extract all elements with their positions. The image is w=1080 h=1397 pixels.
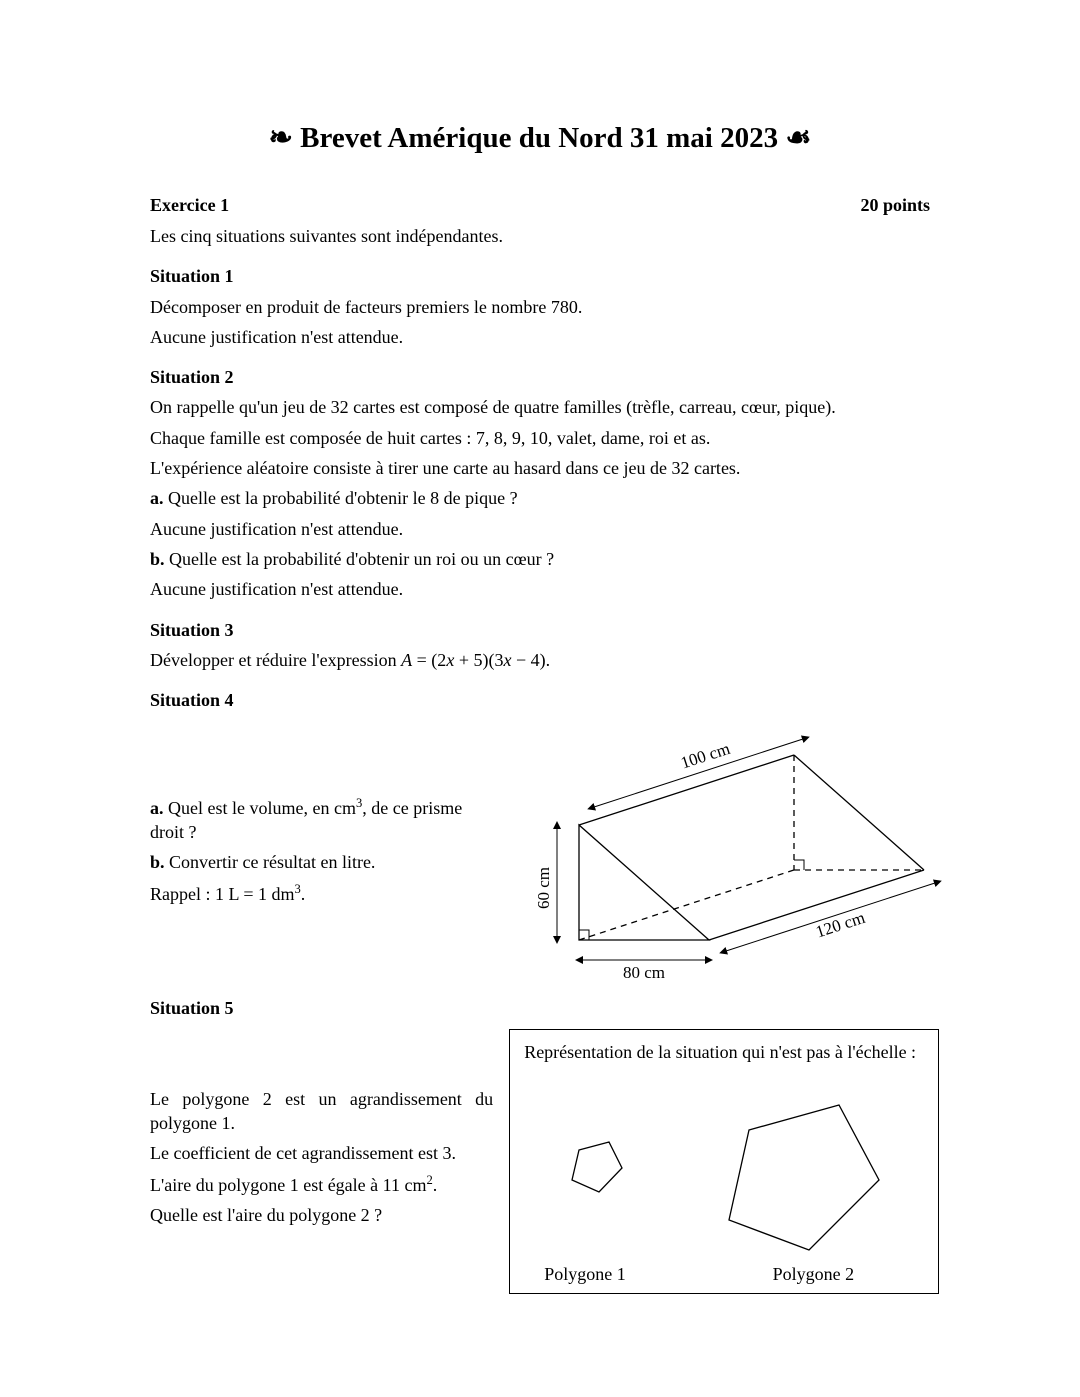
situation-4-left: a. Quel est le volume, en cm3, de ce pri… [150,789,493,912]
situation-4-b: b. Convertir ce résultat en litre. [150,850,493,874]
situation-3-expr: A [401,650,412,670]
situation-4-b-text: Convertir ce résultat en litre. [169,852,375,872]
prism-label-60: 60 cm [534,867,553,909]
page-title: ❧ Brevet Amérique du Nord 31 mai 2023 ☙ [150,120,930,155]
polygon-1-label: Polygone 1 [524,1264,626,1285]
exercise-header: Exercice 1 20 points [150,195,930,216]
situation-5-row: Le polygone 2 est un agrandissement du p… [150,1029,930,1294]
situation-5-p3: L'aire du polygone 1 est égale à 11 cm2. [150,1172,493,1197]
situation-1-label: Situation 1 [150,264,930,288]
situation-5-p3-before: L'aire du polygone 1 est égale à 11 cm [150,1175,426,1195]
situation-2-label: Situation 2 [150,365,930,389]
situation-3-text-before: Développer et réduire l'expression [150,650,401,670]
situation-2-b-bold: b. [150,549,165,569]
points-label: 20 points [860,195,930,216]
situation-5-left: Le polygone 2 est un agrandissement du p… [150,1029,493,1233]
situation-4-rappel-before: Rappel : 1 L = 1 dm [150,884,294,904]
page: ❧ Brevet Amérique du Nord 31 mai 2023 ☙ … [0,0,1080,1397]
situation-1-line-2: Aucune justification n'est attendue. [150,325,930,349]
situation-2-b: b. Quelle est la probabilité d'obtenir u… [150,547,930,571]
situation-2-a-justif: Aucune justification n'est attendue. [150,517,930,541]
situation-4-figure: 60 cm 80 cm 100 cm 120 cm [509,720,949,980]
situation-5-figure: Représentation de la situation qui n'est… [509,1029,939,1294]
situation-4-rappel: Rappel : 1 L = 1 dm3. [150,881,493,906]
situation-5-p2: Le coefficient de cet agrandissement est… [150,1141,493,1165]
situation-2-a-bold: a. [150,488,164,508]
situation-2-b-text: Quelle est la probabilité d'obtenir un r… [169,549,554,569]
situation-1-line-1: Décomposer en produit de facteurs premie… [150,295,930,319]
situation-3-label: Situation 3 [150,618,930,642]
situation-4-a: a. Quel est le volume, en cm3, de ce pri… [150,795,493,845]
situation-4-label: Situation 4 [150,688,930,712]
polygon-box-caption: Représentation de la situation qui n'est… [524,1040,924,1064]
intro-text: Les cinq situations suivantes sont indép… [150,224,930,248]
polygons-diagram [524,1070,924,1260]
situation-3-text: Développer et réduire l'expression A = (… [150,648,930,672]
situation-2-b-justif: Aucune justification n'est attendue. [150,577,930,601]
situation-2-a-text: Quelle est la probabilité d'obtenir le 8… [168,488,518,508]
prism-label-120: 120 cm [814,908,868,942]
polygon-2-label: Polygone 2 [773,1264,925,1285]
situation-2-a: a. Quelle est la probabilité d'obtenir l… [150,486,930,510]
situation-5-p3-after: . [433,1175,438,1195]
exercise-label: Exercice 1 [150,195,229,216]
situation-2-line-1: On rappelle qu'un jeu de 32 cartes est c… [150,395,930,419]
polygon-box: Représentation de la situation qui n'est… [509,1029,939,1294]
situation-4-row: a. Quel est le volume, en cm3, de ce pri… [150,720,930,980]
prism-label-80: 80 cm [623,963,665,980]
situation-2-line-3: L'expérience aléatoire consiste à tirer … [150,456,930,480]
situation-2-line-2: Chaque famille est composée de huit cart… [150,426,930,450]
situation-5-question: Quelle est l'aire du polygone 2 ? [150,1203,493,1227]
prism-diagram: 60 cm 80 cm 100 cm 120 cm [509,720,949,980]
situation-5-label: Situation 5 [150,996,930,1020]
situation-4-a-before: Quel est le volume, en cm [168,798,356,818]
polygon-labels-row: Polygone 1 Polygone 2 [524,1264,924,1285]
prism-label-100: 100 cm [679,739,733,773]
situation-5-p1: Le polygone 2 est un agrandissement du p… [150,1087,493,1136]
situation-4-rappel-after: . [301,884,306,904]
